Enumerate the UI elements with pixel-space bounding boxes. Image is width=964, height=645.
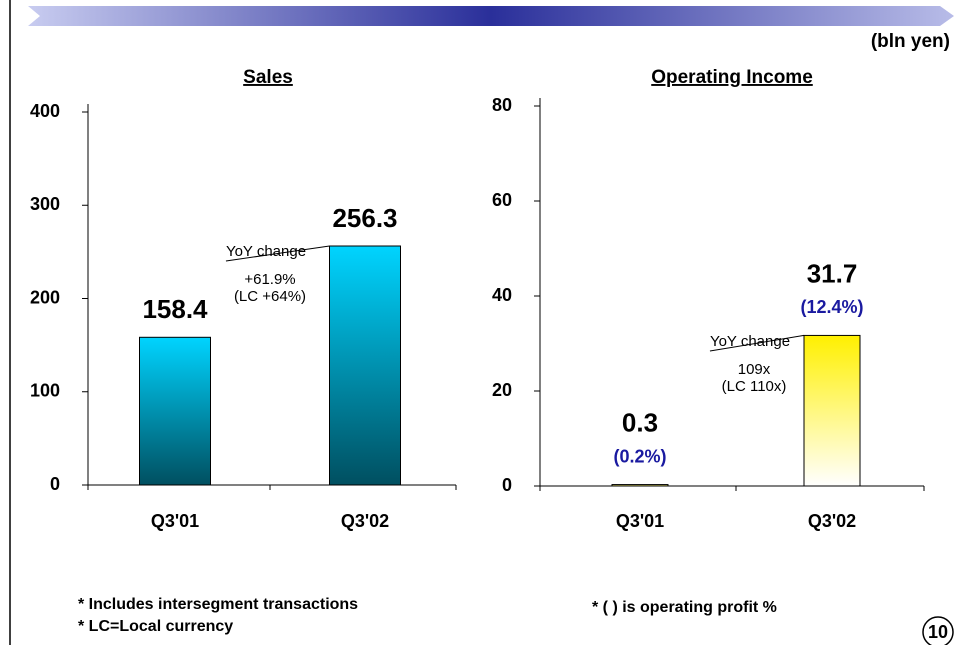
value-label: 158.4 [142, 294, 208, 324]
footnote: * LC=Local currency [78, 618, 233, 635]
annotation-title: YoY change [710, 333, 790, 350]
unit: (bln yen) [871, 31, 950, 52]
annotation-leader [709, 334, 805, 352]
y-tick-label: 80 [492, 95, 512, 115]
y-tick-label: 0 [50, 474, 60, 494]
banner [28, 6, 954, 26]
y-tick-label: 300 [30, 194, 60, 214]
value-label: 31.7 [807, 258, 858, 288]
footnote: * Includes intersegment transactions [78, 596, 358, 613]
annotation-leader [225, 245, 330, 262]
bar [329, 245, 401, 486]
chart-title: Sales [243, 67, 293, 88]
value-note: (0.2%) [613, 446, 666, 466]
page-number: 10 [928, 622, 948, 642]
y-tick-label: 60 [492, 190, 512, 210]
y-tick-label: 0 [502, 475, 512, 495]
x-tick-label: Q3'02 [808, 511, 856, 531]
x-tick-label: Q3'01 [616, 511, 664, 531]
y-tick-label: 400 [30, 101, 60, 121]
page-number-circle [922, 616, 954, 645]
bar [139, 336, 211, 486]
y-tick-label: 200 [30, 287, 60, 307]
chart-title: Operating Income [651, 67, 813, 88]
value-note: (12.4%) [800, 297, 863, 317]
annotation-line: (LC +64%) [234, 288, 306, 305]
annotation-line: 109x [738, 361, 771, 378]
value-label: 256.3 [332, 203, 397, 233]
bar [803, 334, 861, 487]
bar [611, 484, 669, 487]
annotation-line: +61.9% [244, 271, 295, 288]
y-tick-label: 100 [30, 381, 60, 401]
annotation-line: (LC 110x) [722, 378, 787, 395]
x-tick-label: Q3'02 [341, 511, 389, 531]
value-label: 0.3 [622, 407, 658, 437]
y-tick-label: 20 [492, 380, 512, 400]
y-tick-label: 40 [492, 285, 512, 305]
footnote: * ( ) is operating profit % [592, 599, 777, 616]
x-tick-label: Q3'01 [151, 511, 199, 531]
annotation-title: YoY change [226, 243, 306, 260]
